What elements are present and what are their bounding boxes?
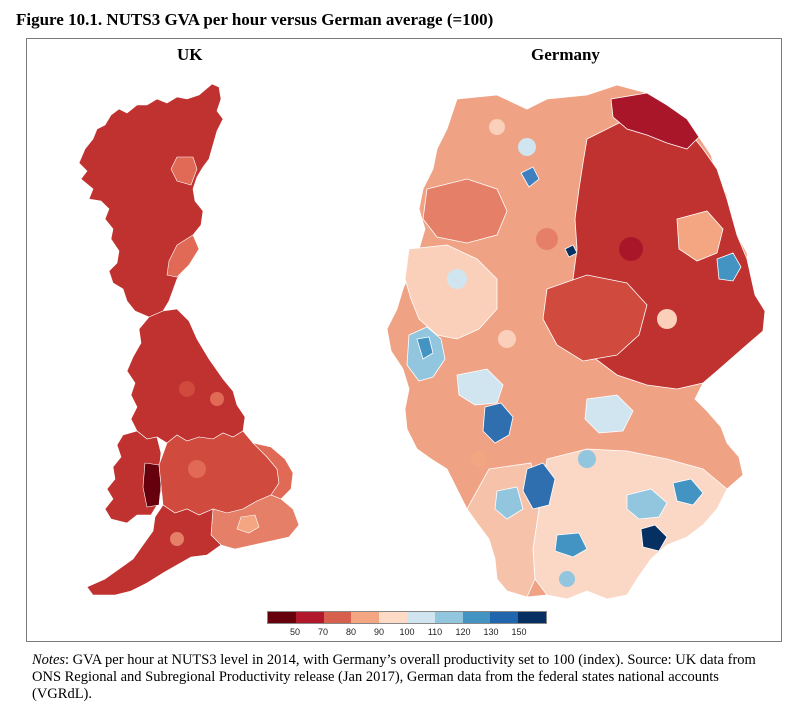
legend-ticks: 50 70 80 90 100 110 120 130 150 bbox=[267, 624, 547, 640]
germany-southwest-region bbox=[466, 462, 540, 598]
germany-northeast-region bbox=[610, 92, 700, 150]
legend-swatch bbox=[462, 612, 491, 623]
legend-tick-label: 120 bbox=[455, 627, 471, 637]
germany-berlin-ring-region bbox=[676, 210, 724, 262]
germany-nuremberg-region bbox=[584, 394, 634, 434]
legend-swatch bbox=[490, 612, 519, 623]
germany-berlin-region bbox=[716, 252, 742, 282]
germany-wolfsburg-region bbox=[564, 244, 578, 258]
germany-district-region bbox=[498, 330, 516, 348]
germany-west-region bbox=[404, 244, 498, 340]
germany-district-region bbox=[489, 119, 505, 135]
uk-scotland-east-region bbox=[166, 234, 200, 278]
germany-map bbox=[386, 84, 766, 600]
figure-frame: UK Germany bbox=[26, 38, 782, 642]
uk-dark-highlight-region bbox=[142, 462, 162, 508]
uk-scotland-region bbox=[78, 83, 224, 318]
germany-hesse-light-region bbox=[456, 368, 504, 406]
legend-tick-label: 70 bbox=[317, 627, 329, 637]
uk-panel-label: UK bbox=[177, 45, 203, 64]
legend-swatch bbox=[351, 612, 380, 623]
germany-district-region bbox=[619, 237, 643, 261]
uk-urban-region bbox=[170, 532, 184, 546]
germany-district-region bbox=[578, 450, 596, 468]
germany-district-region bbox=[657, 309, 677, 329]
legend-tick-label: 80 bbox=[345, 627, 357, 637]
uk-map bbox=[78, 83, 300, 596]
legend-swatch bbox=[406, 612, 435, 623]
uk-urban-region bbox=[188, 460, 206, 478]
maps-canvas bbox=[78, 83, 766, 600]
legend-tick-label: 150 bbox=[511, 627, 527, 637]
color-legend: 50 70 80 90 100 110 120 130 150 bbox=[267, 611, 547, 641]
legend-swatch bbox=[379, 612, 407, 623]
legend-swatch bbox=[434, 612, 463, 623]
legend-tick-label: 50 bbox=[289, 627, 301, 637]
uk-south-west-region bbox=[86, 504, 222, 596]
uk-highland-east-region bbox=[170, 156, 198, 186]
figure-title: Figure 10.1. NUTS3 GVA per hour versus G… bbox=[16, 10, 494, 29]
uk-urban-region bbox=[179, 381, 195, 397]
germany-frankfurt-region bbox=[482, 402, 514, 444]
germany-karlsruhe-region bbox=[494, 486, 524, 520]
legend-tick-label: 90 bbox=[373, 627, 385, 637]
germany-district-region bbox=[559, 571, 575, 587]
legend-swatch bbox=[323, 612, 352, 623]
germany-dusseldorf-region bbox=[416, 336, 434, 360]
germany-panel-label: Germany bbox=[531, 45, 600, 64]
germany-central-east-region bbox=[542, 274, 648, 362]
notes-label: Notes bbox=[32, 652, 66, 668]
germany-district-region bbox=[536, 228, 558, 250]
legend-color-bar bbox=[267, 611, 547, 624]
legend-tick-label: 130 bbox=[483, 627, 499, 637]
legend-tick-label: 110 bbox=[427, 627, 443, 637]
germany-stuttgart-region bbox=[522, 462, 556, 510]
uk-north-england-region bbox=[126, 308, 246, 444]
uk-urban-region bbox=[210, 392, 224, 406]
germany-hamburg-region bbox=[520, 166, 540, 188]
legend-swatch bbox=[268, 612, 296, 623]
germany-district-region bbox=[518, 138, 536, 156]
notes-text: : GVA per hour at NUTS3 level in 2014, w… bbox=[32, 652, 756, 702]
germany-munich-ring-region bbox=[626, 488, 668, 520]
legend-tick-label: 100 bbox=[399, 627, 415, 637]
legend-swatch bbox=[518, 612, 546, 623]
figure-notes: Notes: GVA per hour at NUTS3 level in 20… bbox=[32, 652, 772, 703]
legend-swatch bbox=[295, 612, 324, 623]
germany-northwest-region bbox=[422, 178, 508, 244]
germany-district-region bbox=[447, 269, 467, 289]
germany-munich-region bbox=[640, 524, 668, 552]
uk-london-region bbox=[236, 514, 260, 534]
germany-ingolstadt-region bbox=[672, 478, 704, 506]
germany-district-region bbox=[471, 451, 487, 467]
germany-ulm-region bbox=[554, 532, 588, 558]
